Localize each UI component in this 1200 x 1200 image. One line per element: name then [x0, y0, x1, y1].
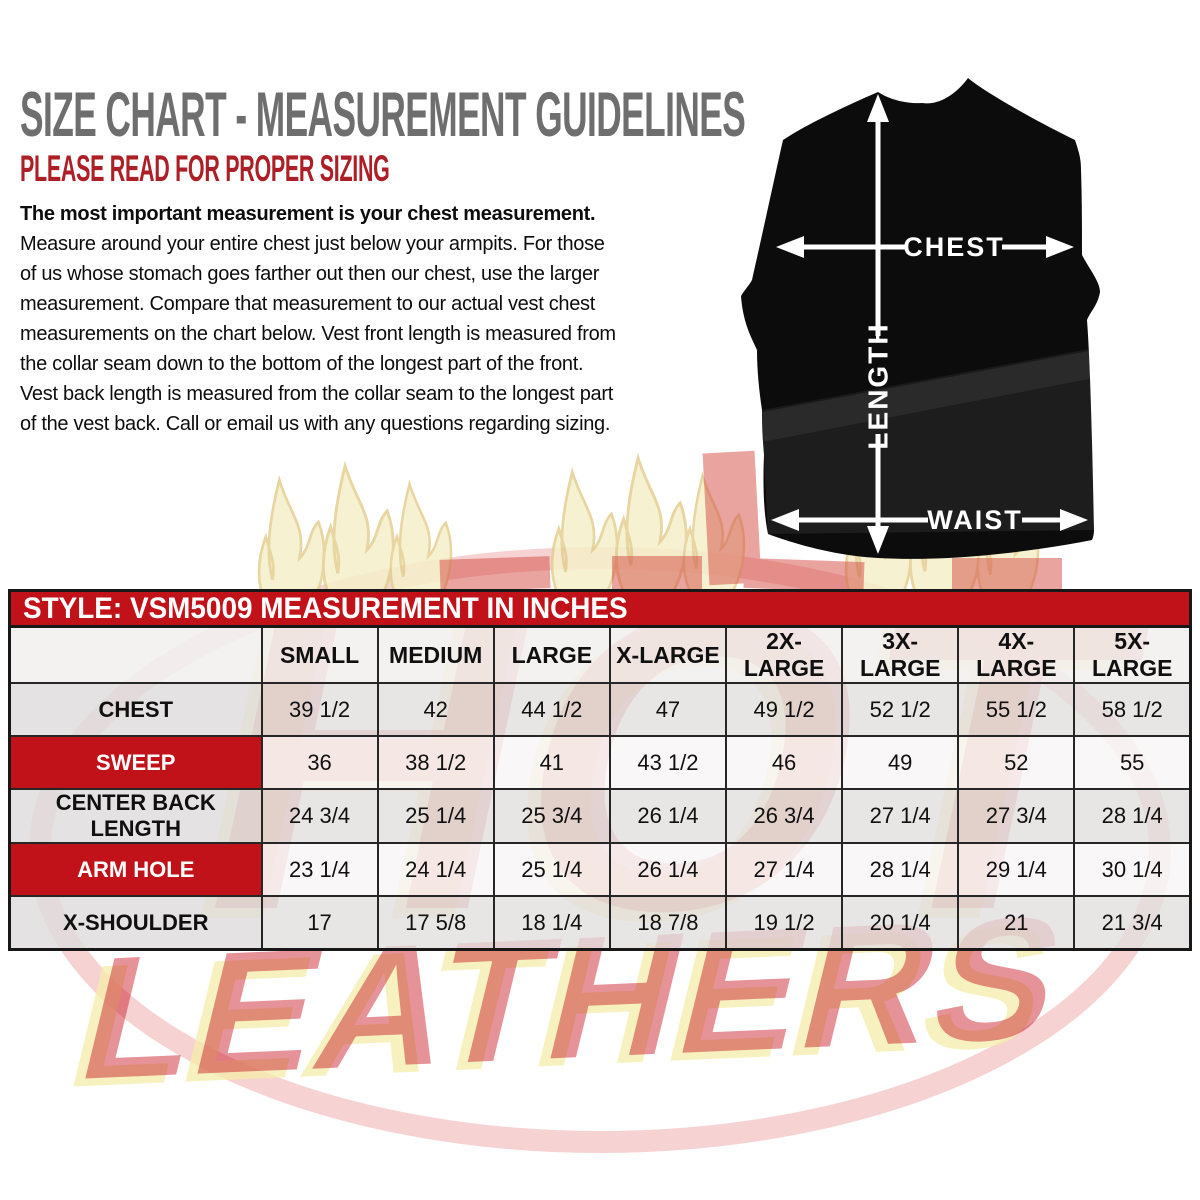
- col-header-5xlarge: 5X-LARGE: [1073, 625, 1192, 684]
- intro-line: measurements on the chart below. Vest fr…: [20, 323, 616, 345]
- cell: 47: [608, 682, 728, 737]
- page-title: SIZE CHART - MEASUREMENT GUIDELINES: [20, 80, 746, 150]
- cell: 19 1/2: [724, 895, 844, 951]
- col-header-3xlarge: 3X-LARGE: [841, 625, 960, 684]
- cell: 26 1/4: [608, 788, 728, 844]
- cell: 52 1/2: [841, 682, 960, 737]
- row-label: CHEST: [8, 682, 263, 737]
- cell: 21: [957, 895, 1076, 951]
- corner-cell: [8, 625, 263, 684]
- cell: 17 5/8: [376, 895, 495, 951]
- intro-line: measurement. Compare that measurement to…: [20, 293, 596, 315]
- waist-label: WAIST: [927, 505, 1023, 535]
- cell: 29 1/4: [957, 842, 1076, 897]
- table-row-x-shoulder: X-SHOULDER 17 17 5/8 18 1/4 18 7/8 19 1/…: [8, 895, 1192, 951]
- cell: 39 1/2: [260, 682, 379, 737]
- cell: 42: [376, 682, 495, 737]
- cell: 18 1/4: [492, 895, 611, 951]
- sizing-instructions: The most important measurement is your c…: [20, 199, 616, 439]
- row-label: ARM HOLE: [8, 842, 263, 897]
- cell: 27 1/4: [841, 788, 960, 844]
- cell: 30 1/4: [1073, 842, 1192, 897]
- cell: 41: [492, 735, 611, 790]
- table-row-chest: CHEST 39 1/2 42 44 1/2 47 49 1/2 52 1/2 …: [8, 682, 1192, 737]
- cell: 55: [1073, 735, 1192, 790]
- cell: 55 1/2: [957, 682, 1076, 737]
- cell: 52: [957, 735, 1076, 790]
- table-title-bar: STYLE: VSM5009 MEASUREMENT IN INCHES: [8, 589, 1192, 625]
- size-grid: SMALL MEDIUM LARGE X-LARGE 2X-LARGE 3X-L…: [8, 625, 1192, 951]
- cell: 36: [260, 735, 379, 790]
- intro-line: Vest back length is measured from the co…: [20, 383, 613, 405]
- cell: 28 1/4: [841, 842, 960, 897]
- intro-line: the collar seam down to the bottom of th…: [20, 353, 584, 375]
- vest-shading: [762, 350, 1094, 534]
- table-title: STYLE: VSM5009 MEASUREMENT IN INCHES: [23, 591, 628, 625]
- vest-silhouette: [741, 78, 1100, 559]
- measurement-table: STYLE: VSM5009 MEASUREMENT IN INCHES SMA…: [8, 589, 1192, 951]
- table-row-arm-hole: ARM HOLE 23 1/4 24 1/4 25 1/4 26 1/4 27 …: [8, 842, 1192, 897]
- cell: 49 1/2: [724, 682, 844, 737]
- cell: 17: [260, 895, 379, 951]
- col-header-medium: MEDIUM: [376, 625, 495, 684]
- intro-line: of us whose stomach goes farther out the…: [20, 263, 600, 285]
- col-header-small: SMALL: [260, 625, 379, 684]
- cell: 46: [724, 735, 844, 790]
- cell: 26 1/4: [608, 842, 728, 897]
- intro-line: of the vest back. Call or email us with …: [20, 413, 611, 435]
- col-header-xlarge: X-LARGE: [608, 625, 728, 684]
- cell: 23 1/4: [260, 842, 379, 897]
- column-header-row: SMALL MEDIUM LARGE X-LARGE 2X-LARGE 3X-L…: [8, 625, 1192, 684]
- cell: 43 1/2: [608, 735, 728, 790]
- cell: 27 1/4: [724, 842, 844, 897]
- page-subtitle: PLEASE READ FOR PROPER SIZING: [20, 148, 390, 189]
- vest-measurement-diagram: LENGTH CHEST WAIST: [741, 78, 1100, 559]
- chest-arrowhead-left: [776, 236, 804, 258]
- intro-line: Measure around your entire chest just be…: [20, 233, 605, 255]
- waist-arrowhead-right: [1060, 509, 1088, 531]
- cell: 25 1/4: [492, 842, 611, 897]
- cell: 58 1/2: [1073, 682, 1192, 737]
- cell: 25 1/4: [376, 788, 495, 844]
- waist-arrowhead-left: [771, 509, 799, 531]
- cell: 20 1/4: [841, 895, 960, 951]
- cell: 24 1/4: [376, 842, 495, 897]
- cell: 38 1/2: [376, 735, 495, 790]
- cell: 21 3/4: [1073, 895, 1192, 951]
- col-header-4xlarge: 4X-LARGE: [957, 625, 1076, 684]
- intro-lead-sentence: The most important measurement is your c…: [20, 203, 596, 225]
- cell: 28 1/4: [1073, 788, 1192, 844]
- chest-label: CHEST: [903, 232, 1005, 262]
- row-label: X-SHOULDER: [8, 895, 263, 951]
- chest-arrowhead-right: [1046, 236, 1074, 258]
- cell: 18 7/8: [608, 895, 728, 951]
- cell: 25 3/4: [492, 788, 611, 844]
- watermark-letter-tops: [439, 450, 1062, 593]
- cell: 24 3/4: [260, 788, 379, 844]
- length-label: LENGTH: [863, 322, 894, 449]
- cell: 27 3/4: [957, 788, 1076, 844]
- row-label: SWEEP: [8, 735, 263, 790]
- cell: 49: [841, 735, 960, 790]
- table-row-center-back-length: CENTER BACK LENGTH 24 3/4 25 1/4 25 3/4 …: [8, 788, 1192, 844]
- col-header-2xlarge: 2X-LARGE: [724, 625, 844, 684]
- col-header-large: LARGE: [492, 625, 611, 684]
- row-label: CENTER BACK LENGTH: [8, 788, 263, 844]
- length-arrowhead-up: [867, 94, 889, 122]
- length-arrowhead-down: [867, 526, 889, 554]
- cell: 26 3/4: [724, 788, 844, 844]
- table-row-sweep: SWEEP 36 38 1/2 41 43 1/2 46 49 52 55: [8, 735, 1192, 790]
- vest-shading-band: [762, 348, 1094, 442]
- cell: 44 1/2: [492, 682, 611, 737]
